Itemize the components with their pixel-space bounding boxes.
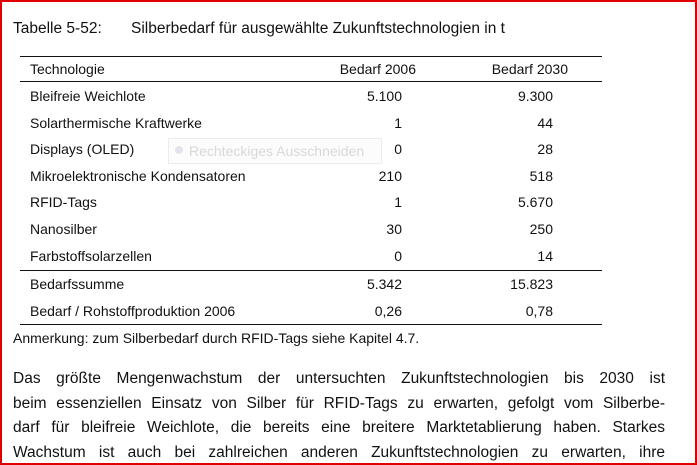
cell-bedarf-2030: 0,78 — [525, 303, 553, 319]
cell-technologie: Farbstoffsolarzellen — [30, 247, 152, 264]
cell-technologie: Displays (OLED) — [30, 141, 135, 158]
cell-bedarf-2006: 0 — [394, 141, 402, 158]
table-row: Bleifreie Weichlote 5.100 9.300 — [20, 88, 602, 114]
table-note: Anmerkung: zum Silberbedarf durch RFID-T… — [13, 330, 420, 346]
header-bedarf-2030: Bedarf 2030 — [491, 61, 568, 77]
cell-bedarf-2006: 1 — [394, 114, 402, 131]
table-row: Mikroelektronische Kondensatoren 210 518 — [20, 168, 602, 194]
cell-technologie: Nanosilber — [30, 221, 97, 237]
table-summary-row: Bedarf / Rohstoffproduktion 2006 0,26 0,78 — [20, 303, 602, 329]
snipping-mode-label: Rechteckiges Ausschneiden — [189, 143, 365, 159]
header-technologie: Technologie — [30, 61, 105, 77]
table-summary-rule — [20, 270, 602, 271]
snipping-tooltip: Rechteckiges Ausschneiden — [168, 138, 382, 164]
paragraph-line: beim essenziellen Einsatz von Silber für… — [13, 394, 665, 412]
cell-technologie: Bedarfssumme — [30, 276, 125, 292]
cell-bedarf-2030: 44 — [537, 114, 553, 131]
cell-bedarf-2006: 0 — [394, 247, 402, 264]
cell-bedarf-2006: 1 — [394, 194, 402, 211]
paragraph-line: darf für bleifreie Weichlote, die bereit… — [13, 419, 665, 436]
cell-bedarf-2030: 9.300 — [517, 88, 553, 104]
table-row: Solarthermische Kraftwerke 1 44 — [20, 115, 602, 141]
header-bedarf-2006: Bedarf 2006 — [339, 61, 416, 77]
table-row: Farbstoffsolarzellen 0 14 — [20, 248, 602, 274]
cell-technologie: Bedarf / Rohstoffproduktion 2006 — [30, 303, 236, 319]
cell-bedarf-2030: 250 — [529, 221, 553, 237]
table-header-rule — [20, 81, 602, 82]
table-row: Displays (OLED) 0 28 — [20, 141, 602, 167]
paragraph-line: Das größte Mengenwachstum der untersucht… — [13, 370, 665, 387]
cell-bedarf-2006: 5.342 — [366, 276, 402, 292]
table-caption: Tabelle 5-52: Silberbedarf für ausgewählt… — [13, 20, 505, 38]
cell-bedarf-2030: 15.823 — [510, 276, 553, 292]
cell-technologie: RFID-Tags — [30, 194, 97, 211]
table-number: Tabelle 5-52: — [13, 20, 102, 37]
cell-bedarf-2006: 210 — [378, 167, 402, 184]
table-title: Silberbedarf für ausgewählte Zukunftstec… — [131, 20, 505, 37]
cell-bedarf-2006: 0,26 — [374, 303, 402, 319]
cell-bedarf-2006: 5.100 — [366, 88, 402, 104]
cell-technologie: Mikroelektronische Kondensatoren — [30, 167, 246, 184]
table-top-rule — [20, 56, 602, 57]
table-bottom-rule — [20, 324, 602, 325]
body-paragraph: Das größte Mengenwachstum der untersucht… — [13, 367, 665, 465]
table-row: RFID-Tags 1 5.670 — [20, 194, 602, 220]
cell-bedarf-2030: 14 — [537, 247, 553, 264]
cell-technologie: Solarthermische Kraftwerke — [30, 114, 202, 131]
cell-bedarf-2030: 28 — [537, 141, 553, 158]
paragraph-line: Wachstum ist auch bei zahlreichen andere… — [13, 443, 665, 461]
cell-technologie: Bleifreie Weichlote — [30, 88, 146, 104]
table-summary-row: Bedarfssumme 5.342 15.823 — [20, 276, 602, 302]
table-row: Nanosilber 30 250 — [20, 221, 602, 247]
cell-bedarf-2006: 30 — [386, 221, 402, 237]
radio-dot-icon — [175, 146, 183, 154]
cell-bedarf-2030: 518 — [529, 167, 553, 184]
table-header-row: Technologie Bedarf 2006 Bedarf 2030 — [20, 61, 602, 87]
cell-bedarf-2030: 5.670 — [517, 194, 553, 211]
